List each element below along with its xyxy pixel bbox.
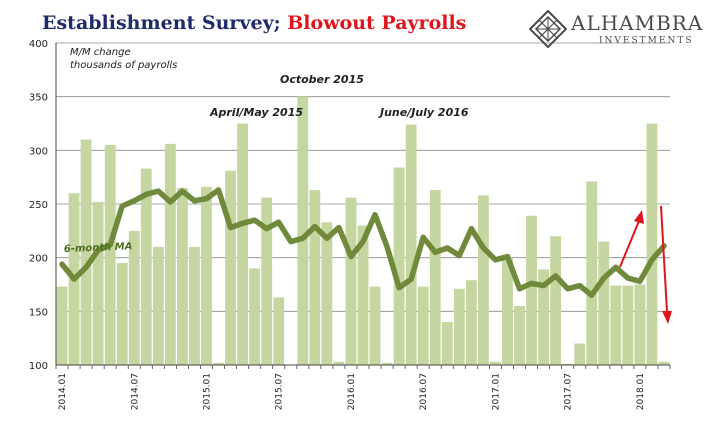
bar-2014.08 xyxy=(140,168,152,365)
bar-2015.02 xyxy=(213,362,224,365)
bar-2015.05 xyxy=(249,268,261,365)
annotation-april-may-2015: April/May 2015 xyxy=(210,106,304,119)
y-tick-label: 400 xyxy=(29,39,48,50)
bar-2017.12 xyxy=(622,285,634,365)
axes xyxy=(55,43,671,369)
bar-2016.01 xyxy=(345,197,357,365)
logo-subtitle: INVESTMENTS xyxy=(599,36,694,46)
y-tick-label: 300 xyxy=(29,146,48,157)
bar-2015.12 xyxy=(333,361,345,365)
y-tick-label: 200 xyxy=(29,254,48,265)
x-tick-label: 2017.07 xyxy=(564,373,574,410)
bar-2014.04 xyxy=(92,201,104,365)
title-part-2: Blowout Payrolls xyxy=(287,12,467,34)
annotation-october-2015: October 2015 xyxy=(280,73,364,86)
bar-2016.09 xyxy=(441,322,453,365)
bar-2017.08 xyxy=(574,343,586,365)
bar-2018.02 xyxy=(646,123,658,365)
bar-2017.02 xyxy=(502,257,513,365)
bar-2017.01 xyxy=(490,361,501,365)
bar-2016.10 xyxy=(453,288,465,365)
brand-logo: ALHAMBRA INVESTMENTS xyxy=(529,7,702,51)
up-arrow-head xyxy=(634,210,644,224)
bar-2016.11 xyxy=(465,280,477,365)
x-tick-label: 2015.01 xyxy=(202,373,212,410)
y-tick-label: 100 xyxy=(29,361,48,372)
bar-2015.09 xyxy=(297,96,309,366)
x-tick-label: 2016.01 xyxy=(347,373,357,410)
up-arrow-shaft xyxy=(619,220,640,268)
bar-2017.09 xyxy=(586,181,598,365)
bar-2015.01 xyxy=(201,186,212,365)
y-axis-label-line-2: thousands of payrolls xyxy=(70,60,178,71)
bar-series xyxy=(56,96,670,366)
y-tick-label: 150 xyxy=(29,307,48,318)
x-tick-label: 2015.07 xyxy=(275,373,285,410)
bar-2014.07 xyxy=(128,230,140,365)
ma-line xyxy=(59,187,667,298)
bar-2016.08 xyxy=(429,190,441,365)
bar-2014.06 xyxy=(116,263,128,365)
bar-2017.06 xyxy=(550,236,562,365)
x-tick-label: 2014.01 xyxy=(58,373,68,410)
x-tick-label: 2018.01 xyxy=(636,373,646,410)
x-tick-label: 2014.07 xyxy=(130,373,140,410)
bar-2017.05 xyxy=(538,269,550,365)
down-arrow-head xyxy=(662,311,672,324)
down-arrow-shaft xyxy=(660,205,668,313)
bar-2014.12 xyxy=(189,246,200,365)
bar-2017.10 xyxy=(598,241,610,365)
bar-2015.11 xyxy=(321,222,333,365)
x-tick-label: 2016.07 xyxy=(419,373,429,410)
bar-2016.03 xyxy=(369,286,381,365)
y-axis-label: M/M change thousands of payrolls xyxy=(70,46,177,72)
bar-2016.07 xyxy=(417,286,429,365)
ma-series-label: 6-month MA xyxy=(64,241,133,255)
x-tick-labels: 2014.01 2014.07 2015.01 2015.07 2016.01 2016.… xyxy=(58,373,646,410)
chart-title: Establishment Survey; Blowout Payrolls xyxy=(42,12,466,34)
bar-2016.02 xyxy=(357,225,369,365)
annotation-june-july-2016: June/July 2016 xyxy=(380,106,469,119)
y-tick-label: 350 xyxy=(29,93,48,104)
bar-2017.03 xyxy=(514,305,525,365)
bar-2015.06 xyxy=(261,197,273,365)
bar-2018.01 xyxy=(634,284,646,365)
bar-2014.01 xyxy=(56,286,68,365)
red-arrows xyxy=(619,205,672,324)
bar-2017.04 xyxy=(526,215,537,365)
bar-2018.03 xyxy=(658,361,670,365)
y-tick-labels: 100 150 200 250 300 350 400 xyxy=(29,39,48,372)
y-axis-label-line-1: M/M change xyxy=(70,47,131,58)
bar-2015.07 xyxy=(273,297,285,365)
y-tick-label: 250 xyxy=(29,200,48,211)
bar-2014.09 xyxy=(152,246,164,365)
bar-2014.11 xyxy=(176,187,188,365)
diamond-lattice-icon xyxy=(529,10,567,48)
bar-2014.10 xyxy=(164,143,176,365)
bar-2016.06 xyxy=(405,124,417,365)
title-part-1: Establishment Survey; xyxy=(42,12,288,34)
bar-2015.10 xyxy=(309,190,321,365)
bar-2014.03 xyxy=(80,139,92,365)
bar-2017.11 xyxy=(610,285,622,365)
x-tick-label: 2017.01 xyxy=(491,373,501,410)
moving-average-series: 6-month MA xyxy=(59,187,667,298)
bar-2014.05 xyxy=(104,144,116,365)
bar-2017.07 xyxy=(562,363,574,365)
bar-2016.12 xyxy=(477,195,489,365)
bar-2016.05 xyxy=(393,167,405,365)
bar-2016.04 xyxy=(381,362,393,365)
bar-2015.03 xyxy=(225,170,236,365)
logo-name: ALHAMBRA xyxy=(571,11,704,35)
bar-2015.04 xyxy=(237,123,249,365)
